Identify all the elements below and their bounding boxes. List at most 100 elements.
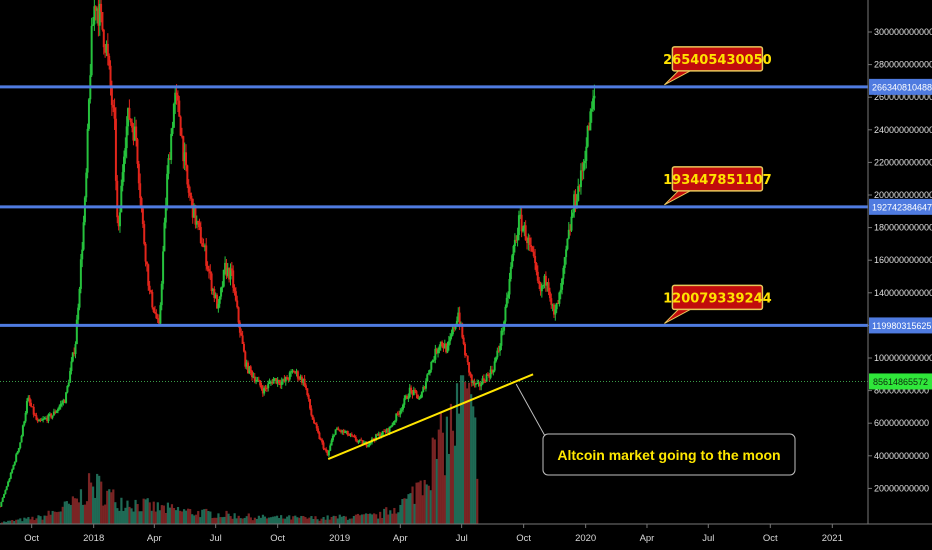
- candle-body: [0, 501, 3, 507]
- candle-body: [515, 239, 518, 241]
- volume-bar: [41, 519, 44, 524]
- horizontal-levels: [0, 85, 868, 327]
- level-label: 192742384647: [872, 202, 932, 212]
- candle-body: [205, 245, 208, 266]
- candle-body: [228, 267, 231, 280]
- candle-body: [113, 107, 116, 119]
- candle-body: [419, 397, 422, 399]
- y-axis-price-labels: 266340810488 192742384647 119980315625 8561…: [869, 78, 932, 390]
- candle-body: [445, 343, 448, 353]
- candle-body: [470, 374, 473, 383]
- volume-bar: [431, 437, 434, 524]
- volume-bar: [261, 514, 265, 524]
- volume-bar: [255, 518, 258, 524]
- volume-bar: [237, 515, 240, 524]
- candle-body: [12, 464, 15, 470]
- volume-bar: [358, 515, 362, 524]
- candle-body: [517, 215, 520, 235]
- callout[interactable]: 193447851107: [663, 166, 772, 206]
- candle-body: [306, 388, 309, 396]
- level-label-bg: [869, 198, 932, 215]
- volume-bar: [328, 519, 331, 524]
- volume-bar: [152, 501, 155, 524]
- volume-bar: [449, 403, 453, 524]
- candle-body: [69, 371, 72, 383]
- volume-bar: [156, 502, 159, 524]
- candle-body: [105, 43, 108, 53]
- candle-body: [527, 237, 530, 244]
- y-tick-label: 80000000000: [874, 386, 929, 396]
- volume-bar: [399, 504, 402, 524]
- candle-body: [516, 234, 519, 241]
- volume-bar: [383, 508, 386, 524]
- candle-body: [512, 246, 515, 256]
- volume-bar: [205, 508, 208, 524]
- volume-bar: [298, 517, 301, 524]
- candle-body: [127, 108, 130, 127]
- volume-bar: [61, 506, 64, 524]
- candle-body: [408, 387, 411, 398]
- volume-bar: [324, 519, 327, 524]
- candle-body: [193, 205, 196, 218]
- volume-bar: [94, 497, 97, 524]
- callout-box: [671, 284, 764, 311]
- candle-body: [340, 430, 343, 433]
- candle-body: [346, 430, 349, 435]
- candle-body: [121, 172, 124, 186]
- candle-body: [330, 440, 333, 446]
- candle-body: [292, 371, 295, 373]
- candle-body: [366, 445, 369, 447]
- candle-body: [592, 98, 595, 110]
- candle-body: [252, 376, 255, 378]
- volume-bar: [377, 518, 380, 524]
- volume-bar: [441, 432, 444, 524]
- candle-body: [206, 265, 209, 269]
- candle-body: [222, 269, 225, 287]
- callout[interactable]: 120079339244: [663, 284, 772, 324]
- candle-body: [123, 156, 126, 173]
- volume-bar: [124, 507, 127, 524]
- x-tick-label: Oct: [516, 533, 531, 544]
- volume-bar: [23, 517, 26, 524]
- candle-body: [81, 249, 84, 260]
- volume-bar: [231, 518, 234, 524]
- callout-box: [671, 166, 764, 192]
- candle-body: [388, 426, 391, 433]
- candle-body: [17, 448, 20, 452]
- candle-body: [144, 243, 147, 262]
- candle-body: [92, 24, 95, 26]
- candle-body: [74, 344, 77, 355]
- callout[interactable]: 265405430050: [663, 46, 772, 86]
- candle-body: [500, 330, 503, 346]
- candle-body: [21, 425, 24, 436]
- candle-body: [326, 451, 329, 456]
- candle-body: [530, 244, 533, 248]
- candle-body: [428, 369, 431, 374]
- volume-bar: [178, 510, 182, 524]
- candle-body: [263, 387, 266, 394]
- candle-body: [488, 374, 491, 378]
- candle-body: [135, 126, 138, 140]
- volume-bar: [312, 519, 315, 524]
- candle-body: [27, 397, 30, 402]
- candle-body: [38, 419, 41, 422]
- volume-bar: [251, 520, 254, 524]
- candle-body: [375, 434, 378, 441]
- annotation-box[interactable]: [542, 433, 796, 476]
- candle-body: [490, 369, 493, 373]
- candle-body: [414, 389, 417, 392]
- volume-bar: [110, 492, 113, 524]
- candle-body: [418, 398, 421, 400]
- volume-bar: [425, 484, 428, 524]
- candle-body: [108, 55, 111, 66]
- trendline-segment[interactable]: [327, 373, 534, 460]
- candle-body: [480, 384, 483, 387]
- candle-body: [133, 126, 136, 141]
- volume-bar: [118, 510, 121, 524]
- candle-body: [521, 228, 524, 232]
- candle-body: [36, 419, 39, 422]
- volume-bar: [433, 439, 436, 524]
- candle-body: [56, 409, 59, 412]
- candle-body: [124, 148, 127, 157]
